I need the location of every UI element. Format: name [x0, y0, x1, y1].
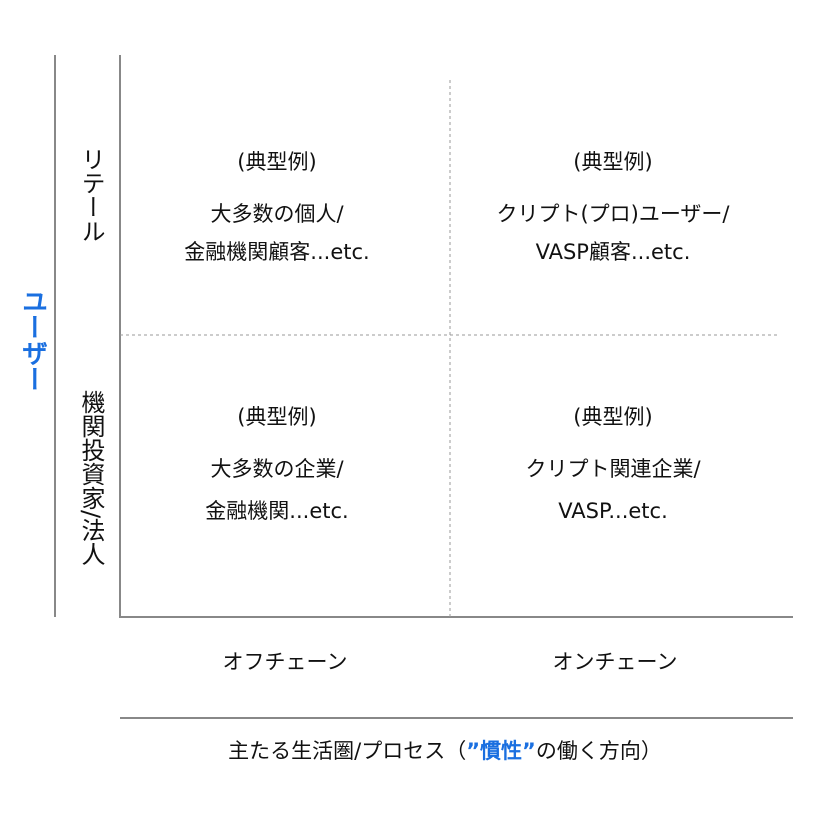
cell-text: VASP顧客...etc. [536, 240, 691, 264]
column-label: オフチェーン [223, 650, 348, 674]
x-axis-title-part: 主たる生活圏/プロセス（ [228, 739, 466, 763]
cell-text: VASP...etc. [558, 499, 668, 523]
cell-text: クリプト関連企業/ [525, 457, 701, 481]
row-label: リテール [77, 147, 105, 243]
cell-text: 金融機関顧客...etc. [184, 240, 369, 264]
x-axis-title-part: の働く方向） [536, 739, 662, 763]
cell-text: クリプト(プロ)ユーザー/ [496, 202, 730, 226]
cell-text: 大多数の個人/ [210, 202, 344, 226]
column-label: オンチェーン [553, 650, 678, 674]
cell-heading: (典型例) [237, 150, 316, 174]
y-axis-title: ユーザー [18, 288, 48, 392]
cell-text: 大多数の企業/ [210, 457, 344, 481]
x-axis-title-emphasis: ”慣性” [466, 739, 536, 763]
x-axis-title: 主たる生活圏/プロセス（”慣性”の働く方向） [228, 739, 662, 763]
row-label: 機関投資家/法人 [77, 390, 105, 566]
cell-heading: (典型例) [573, 405, 652, 429]
cell-heading: (典型例) [573, 150, 652, 174]
cell-heading: (典型例) [237, 405, 316, 429]
cell-text: 金融機関...etc. [205, 499, 348, 523]
